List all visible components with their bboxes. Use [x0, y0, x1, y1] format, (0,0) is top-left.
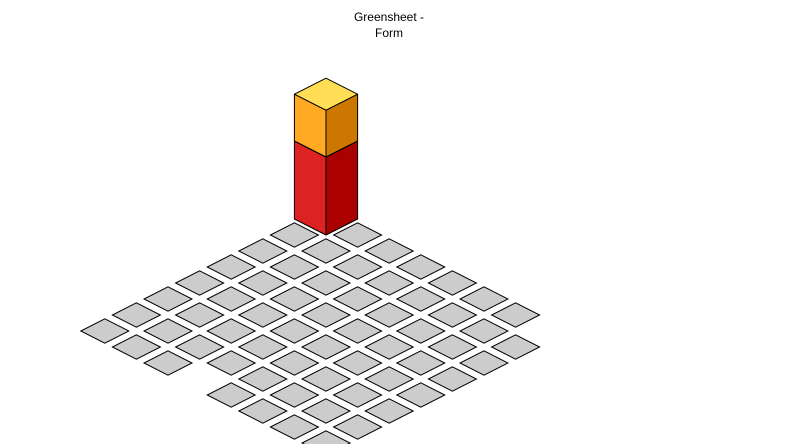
bar-label-line-1: Greensheet -	[354, 10, 424, 24]
floor-tile	[237, 334, 288, 360]
floor-tile	[300, 398, 352, 424]
floor-tile	[206, 254, 257, 280]
floor-grid	[79, 206, 541, 444]
bar-top-face	[293, 77, 359, 111]
floor-tile	[174, 270, 225, 296]
bars	[293, 77, 359, 236]
floor-tile	[269, 254, 320, 280]
floor-tile	[395, 286, 446, 312]
floor-tile	[237, 270, 288, 296]
floor-tile	[269, 286, 320, 312]
floor-tile	[206, 350, 257, 376]
floor-tile	[237, 302, 288, 328]
floor-tile	[364, 238, 415, 264]
floor-tile	[237, 366, 288, 392]
floor-tile	[300, 270, 352, 296]
floor-tile	[332, 350, 383, 376]
floor-tile	[458, 318, 510, 344]
bar-labels: Greensheet - Form	[354, 10, 424, 40]
floor-tile	[427, 270, 478, 296]
floor-tile	[206, 318, 257, 344]
floor-tile	[332, 286, 383, 312]
floor-tile	[427, 334, 478, 360]
floor-tile	[79, 318, 130, 344]
floor-tile	[206, 286, 257, 312]
floor-tile	[206, 382, 257, 408]
floor-tile	[237, 238, 288, 264]
floor-tile	[332, 254, 383, 280]
floor-tile	[300, 366, 352, 392]
floor-tile	[332, 382, 383, 408]
floor-tile	[269, 382, 320, 408]
floor-tile	[300, 302, 352, 328]
floor-tile	[332, 318, 383, 344]
floor-tile	[142, 286, 194, 312]
floor-tile	[237, 398, 288, 424]
floor-tile	[332, 222, 383, 248]
floor-tile	[490, 302, 541, 328]
floor-tile	[269, 222, 320, 248]
floor-tile	[364, 334, 415, 360]
floor-tile	[458, 286, 510, 312]
floor-tile	[174, 302, 225, 328]
floor-tile	[269, 350, 320, 376]
floor-tile	[111, 302, 162, 328]
floor-tile	[395, 318, 446, 344]
floor-tile	[458, 350, 510, 376]
floor-tile	[364, 302, 415, 328]
floor-tile	[174, 334, 225, 360]
floor-tile	[269, 318, 320, 344]
floor-tile	[490, 334, 541, 360]
floor-tile	[395, 350, 446, 376]
floor-tile	[269, 414, 320, 440]
floor-tile	[427, 366, 478, 392]
floor-tile	[332, 414, 383, 440]
floor-tile	[111, 334, 162, 360]
floor-tile	[364, 398, 415, 424]
floor-tile	[364, 270, 415, 296]
floor-tile	[300, 334, 352, 360]
floor-tile	[395, 254, 446, 280]
floor-tile	[395, 382, 446, 408]
floor-tile	[142, 318, 194, 344]
floor-tile	[364, 366, 415, 392]
floor-tile	[142, 350, 194, 376]
bar-label-line-2: Form	[375, 26, 403, 40]
floor-tile	[427, 302, 478, 328]
floor-tile	[300, 238, 352, 264]
floor-tile	[300, 430, 352, 444]
